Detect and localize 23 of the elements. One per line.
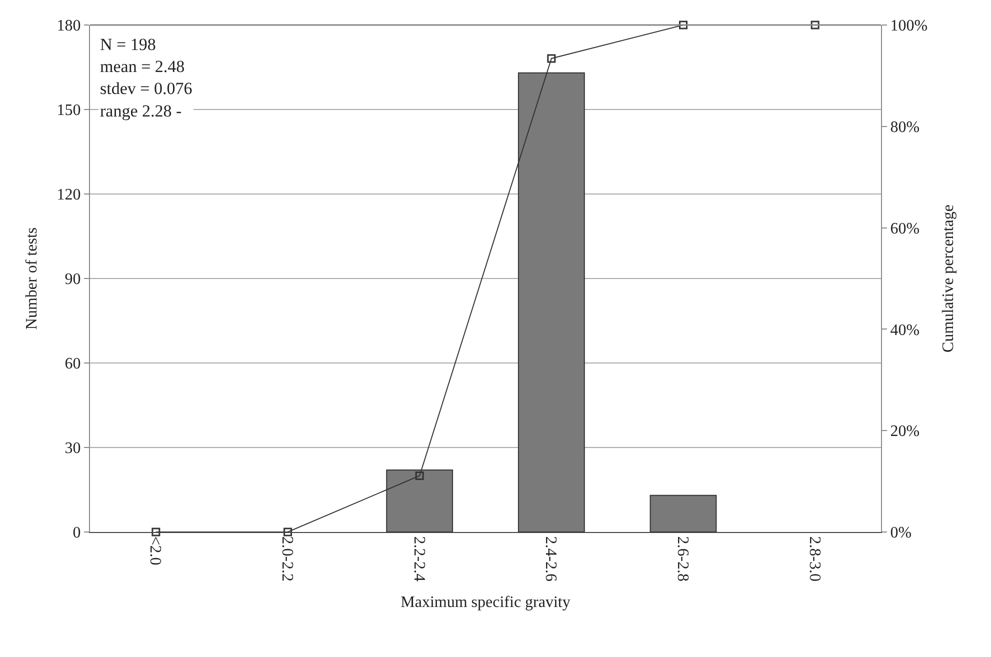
y-tick-label: 30: [64, 440, 81, 458]
y2-tick-label: 0%: [890, 524, 912, 542]
y-axis-title: Number of tests: [24, 227, 41, 330]
x-tick-label: 2.0-2.2: [278, 536, 296, 582]
y-tick-label: 0: [72, 524, 81, 542]
y2-tick-label: 80%: [890, 119, 920, 136]
y2-tick-label: 60%: [890, 220, 920, 238]
y-tick-label: 150: [56, 102, 81, 120]
x-tick-label: 2.8-3.0: [806, 536, 823, 582]
y-tick-label: 180: [56, 18, 81, 35]
x-axis-title: Maximum specific gravity: [400, 594, 570, 612]
x-tick-label: 2.6-2.8: [674, 536, 692, 582]
y2-tick-label: 40%: [890, 322, 920, 339]
x-tick-label: 2.2-2.4: [410, 536, 428, 582]
annotation: N = 198 mean = 2.48 stdev = 0.076 range 2.28 -: [100, 35, 192, 120]
y2-axis-title: Cumulative percentage: [940, 204, 958, 352]
y-tick-label: 120: [56, 186, 81, 204]
y2-tick-label: 20%: [890, 423, 920, 440]
y2-tick-label: 100%: [890, 18, 928, 35]
x-tick-label: 2.4-2.6: [542, 536, 560, 582]
y-tick-label: 60: [64, 356, 81, 373]
y-tick-label: 90: [64, 271, 81, 288]
x-tick-label: <2.0: [146, 536, 164, 566]
